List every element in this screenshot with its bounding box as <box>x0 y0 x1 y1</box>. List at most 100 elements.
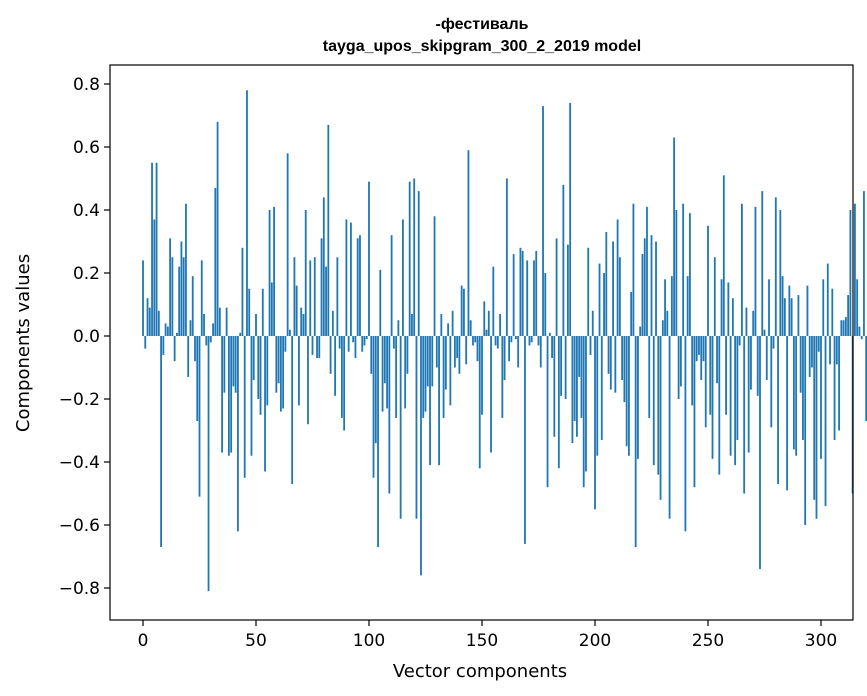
bar <box>571 336 574 444</box>
bar <box>618 257 621 336</box>
bar <box>354 336 357 359</box>
bar <box>612 241 614 336</box>
bar <box>345 219 348 336</box>
bar <box>329 336 332 374</box>
bar <box>483 301 486 336</box>
bar <box>533 260 535 336</box>
bar <box>189 320 192 336</box>
bar <box>221 336 224 453</box>
bar <box>307 336 309 425</box>
bar <box>603 273 605 336</box>
bar <box>212 323 214 336</box>
bar <box>770 336 773 428</box>
bar <box>496 336 499 349</box>
bar <box>417 191 420 336</box>
bar <box>585 336 587 472</box>
bar <box>594 336 596 510</box>
bar <box>729 336 732 456</box>
bar <box>804 336 807 525</box>
bar <box>352 336 355 343</box>
bar <box>379 269 382 336</box>
bar <box>336 257 339 336</box>
bar <box>472 336 474 346</box>
bar <box>639 326 642 336</box>
bar <box>340 336 343 418</box>
bar <box>542 106 544 336</box>
bar <box>304 210 307 336</box>
bar <box>264 336 266 472</box>
bar <box>225 307 228 336</box>
bar <box>517 336 520 368</box>
bar <box>293 257 296 336</box>
bar <box>655 241 657 336</box>
x-tick-label: 50 <box>245 631 267 651</box>
bar <box>395 336 398 418</box>
bar <box>277 336 280 384</box>
y-axis: −0.8 −0.6 −0.4 −0.2 0.0 0.2 0.4 0.6 0.8 <box>59 75 110 599</box>
bar <box>641 254 644 336</box>
x-tick-label: 0 <box>138 631 149 651</box>
bar <box>643 238 646 336</box>
bar <box>600 336 603 440</box>
bar <box>171 257 174 336</box>
bar <box>616 219 619 336</box>
bar <box>566 244 569 336</box>
bar <box>646 206 648 336</box>
bar <box>338 336 341 349</box>
bar <box>686 276 689 336</box>
bar <box>442 336 445 418</box>
bar <box>422 336 425 418</box>
bar <box>302 313 305 336</box>
bar <box>761 191 764 336</box>
bar <box>279 336 282 412</box>
x-tick-label: 150 <box>466 631 498 651</box>
bar <box>765 336 768 381</box>
bar <box>180 241 183 336</box>
bar <box>440 313 443 336</box>
bar <box>661 320 664 336</box>
bar <box>214 187 217 336</box>
bar <box>435 336 438 368</box>
bar <box>806 285 809 336</box>
bar <box>551 336 553 359</box>
bar <box>797 295 800 336</box>
bar <box>268 210 271 336</box>
bar <box>327 124 330 336</box>
bar <box>311 336 314 355</box>
bar <box>309 260 312 336</box>
bar <box>374 336 377 444</box>
bar <box>431 336 434 387</box>
bar <box>246 90 248 336</box>
bar <box>325 266 327 336</box>
bar <box>774 197 777 336</box>
bar <box>682 203 685 336</box>
bar <box>282 336 285 409</box>
bar <box>557 336 560 469</box>
bar <box>722 175 725 336</box>
bar <box>478 336 481 469</box>
bar <box>178 266 181 336</box>
bar <box>711 336 714 459</box>
chart-title-line1: -фестиваль <box>436 16 529 33</box>
bar <box>747 336 750 453</box>
bar <box>691 336 694 406</box>
bar <box>756 336 759 396</box>
bar <box>754 206 757 336</box>
bar <box>392 336 395 349</box>
bar <box>528 336 531 346</box>
bar <box>155 162 158 336</box>
bar <box>657 336 660 475</box>
bar <box>261 288 264 336</box>
bar <box>343 336 346 431</box>
bar <box>447 323 450 336</box>
bar <box>205 336 208 346</box>
bar <box>356 238 359 336</box>
x-axis: 0 50 100 150 200 250 300 <box>138 620 837 651</box>
bar <box>289 329 291 336</box>
bar <box>510 336 513 343</box>
bar <box>316 336 318 359</box>
bar <box>849 210 852 336</box>
bar <box>718 336 721 475</box>
bar <box>842 320 845 336</box>
bar <box>652 336 655 466</box>
